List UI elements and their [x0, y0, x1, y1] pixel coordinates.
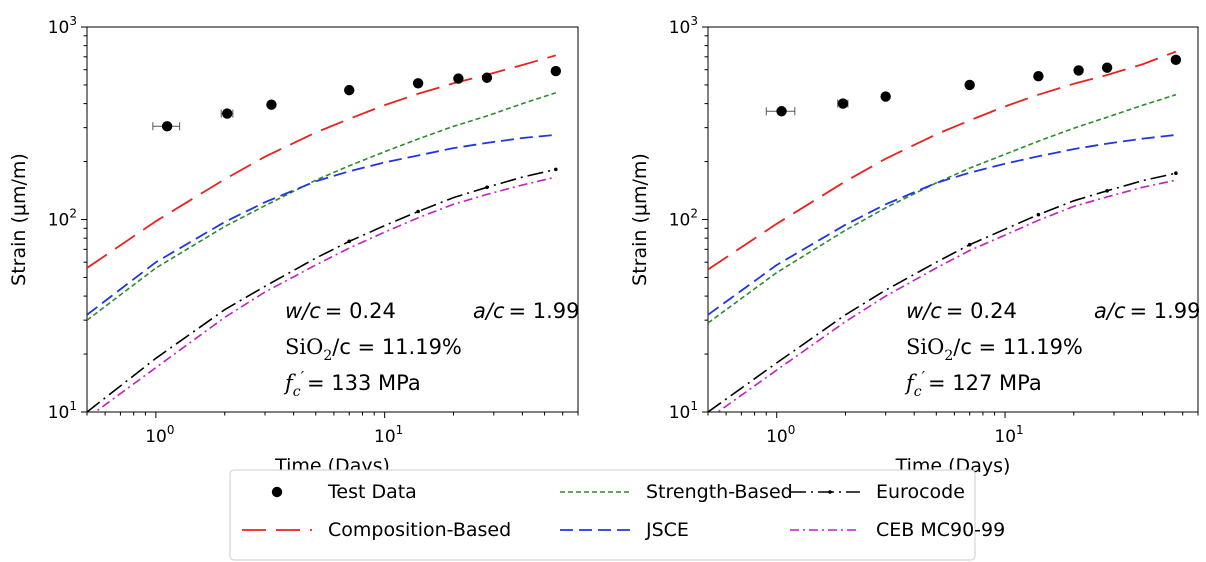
- test-data-point: [1101, 62, 1113, 73]
- legend-label: Eurocode: [876, 481, 965, 503]
- series-ceb-mc90-99: [716, 179, 1177, 412]
- y-tick-label: 103: [48, 14, 77, 38]
- series-strength-based: [708, 93, 1177, 324]
- series-eurocode: [708, 172, 1177, 412]
- x-tick-label: 100: [145, 423, 174, 447]
- annotation-block: w/c = 0.24 a/c = 1.99 SiO2/c = 11.19% fc′ = 12…: [904, 299, 1201, 400]
- y-axis-label: Strain (μm/m): [8, 153, 30, 286]
- legend-entry-composition-based: Composition-Based: [242, 519, 511, 541]
- svg-text:101: 101: [374, 423, 403, 447]
- svg-text:100: 100: [766, 423, 795, 447]
- legend-entry-eurocode: Eurocode: [790, 481, 965, 503]
- legend-label: Composition-Based: [328, 519, 511, 541]
- legend-entry-jsce: JSCE: [560, 519, 689, 541]
- svg-text:101: 101: [669, 399, 698, 423]
- legend-entry-ceb-mc90-99: CEB MC90-99: [790, 519, 1005, 541]
- test-data-point: [880, 91, 891, 102]
- test-data-points: [152, 65, 562, 132]
- test-data-point: [481, 72, 493, 83]
- annotation-sio2c: SiO2/c = 11.19%: [906, 335, 1083, 364]
- svg-text:100: 100: [145, 423, 174, 447]
- test-data-point: [344, 84, 355, 96]
- legend-marker: [271, 486, 283, 498]
- test-data-point: [453, 73, 464, 84]
- annotation-ac: a/c = 1.99: [1094, 299, 1201, 323]
- legend-label: Strength-Based: [646, 481, 793, 503]
- y-axis-label: Strain (μm/m): [629, 153, 651, 286]
- svg-text:102: 102: [48, 207, 77, 231]
- annotation-wc: w/c = 0.24: [285, 299, 396, 323]
- legend-marker: [828, 490, 832, 494]
- test-data-point: [964, 79, 975, 91]
- series-composition-based: [87, 54, 557, 269]
- y-tick-label: 103: [669, 14, 698, 38]
- eurocode-marker: [1105, 188, 1109, 193]
- annotation-fc: fc′ = 133 MPa: [283, 368, 421, 400]
- eurocode-marker: [416, 209, 420, 214]
- series-jsce: [708, 134, 1177, 316]
- x-tick-label: 100: [766, 423, 795, 447]
- test-data-points: [765, 54, 1182, 117]
- series-ceb-mc90-99: [93, 176, 556, 412]
- x-tick-label: 101: [374, 423, 403, 447]
- svg-text:101: 101: [48, 399, 77, 423]
- svg-text:103: 103: [48, 14, 77, 38]
- svg-text:102: 102: [669, 207, 698, 231]
- eurocode-marker: [967, 242, 972, 247]
- annotation-sio2c: SiO2/c = 11.19%: [285, 335, 462, 364]
- legend-label: JSCE: [645, 519, 689, 541]
- svg-text:103: 103: [669, 14, 698, 38]
- y-axis-ticks: [81, 26, 87, 413]
- test-data-point: [161, 121, 173, 132]
- legend-entry-strength-based: Strength-Based: [560, 481, 793, 503]
- test-data-point: [837, 98, 849, 109]
- series-lines: [87, 54, 558, 412]
- eurocode-marker: [347, 239, 352, 244]
- series-strength-based: [87, 92, 557, 321]
- series-lines: [708, 50, 1178, 412]
- x-tick-label: 101: [994, 423, 1023, 447]
- test-data-point: [550, 65, 562, 77]
- test-data-point: [221, 108, 233, 119]
- test-data-point: [1073, 65, 1084, 76]
- eurocode-marker: [485, 185, 489, 190]
- y-tick-label: 101: [669, 399, 698, 423]
- annotation-fc: fc′ = 127 MPa: [904, 368, 1042, 400]
- eurocode-marker: [554, 167, 558, 172]
- svg-text:101: 101: [994, 423, 1023, 447]
- y-tick-label: 101: [48, 399, 77, 423]
- test-data-point: [1033, 71, 1044, 82]
- legend-label: Test Data: [327, 481, 417, 503]
- y-tick-label: 102: [669, 207, 698, 231]
- annotation-ac: a/c = 1.99: [473, 299, 580, 323]
- test-data-point: [412, 78, 424, 89]
- legend-label: CEB MC90-99: [876, 519, 1005, 541]
- test-data-point: [776, 106, 787, 117]
- y-axis-ticks: [702, 26, 708, 413]
- legend: Test Data Composition-Based Strength-Based…: [229, 469, 1005, 561]
- test-data-point: [1170, 54, 1182, 66]
- legend-box: [229, 469, 976, 561]
- eurocode-marker: [1174, 171, 1178, 175]
- series-jsce: [87, 134, 556, 316]
- test-data-point: [266, 99, 277, 110]
- x-axis-ticks: [86, 412, 579, 418]
- annotation-block: w/c = 0.24 a/c = 1.99 SiO2/c = 11.19% fc′ = 13…: [283, 299, 580, 400]
- annotation-wc: w/c = 0.24: [906, 299, 1017, 323]
- y-tick-label: 102: [48, 207, 77, 231]
- x-axis-ticks: [707, 412, 1199, 418]
- series-composition-based: [708, 50, 1177, 271]
- eurocode-marker: [1036, 212, 1041, 217]
- legend-entry-test-data: Test Data: [271, 481, 417, 503]
